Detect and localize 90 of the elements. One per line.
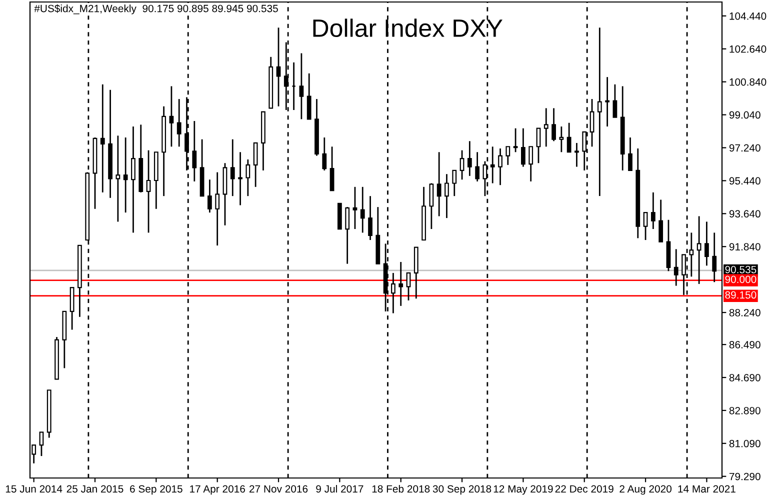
- candlestick: [559, 126, 564, 153]
- candlestick: [360, 186, 365, 234]
- y-tick-label: 93.640: [729, 210, 760, 218]
- x-tick-label: 12 May 2019: [494, 485, 553, 495]
- y-tick-label: 104.440: [730, 12, 766, 20]
- y-tick-label: 100.840: [730, 78, 766, 86]
- candlestick: [100, 84, 105, 194]
- candlestick: [330, 146, 334, 192]
- x-tick-label: 14 Mar 2021: [678, 485, 736, 493]
- candlestick: [207, 178, 212, 214]
- candlestick: [169, 86, 174, 148]
- candlestick: [628, 136, 632, 172]
- candlestick: [696, 216, 702, 285]
- candlestick: [544, 107, 548, 148]
- y-tick-label: 86.490: [729, 341, 760, 348]
- y-tick-label: 97.240: [729, 144, 760, 152]
- y-tick-label: 102.640: [730, 45, 766, 53]
- x-tick-label: 25 Jan 2015: [66, 485, 124, 493]
- y-tick-label: 91.840: [729, 243, 760, 250]
- candlestick: [605, 76, 610, 128]
- x-tick-label: 6 Sep 2015: [130, 485, 182, 495]
- candlestick: [521, 128, 526, 168]
- x-tick-label: 22 Dec 2019: [555, 485, 614, 493]
- candlestick: [123, 136, 128, 214]
- candlestick: [39, 432, 44, 457]
- candlestick: [643, 212, 648, 241]
- candlestick: [322, 136, 327, 172]
- candlestick: [552, 107, 556, 142]
- annotation: #US$idx_M21,Weekly 90.175 90.895 89.945 90.535: [34, 4, 278, 14]
- x-tick-label: 17 Apr 2016: [190, 485, 245, 495]
- text: Dollar Index DXY: [313, 18, 502, 38]
- candlestick: [238, 151, 242, 206]
- ref-line-label: 89.150: [725, 291, 756, 299]
- candlestick: [528, 146, 534, 182]
- x-tick-label: 27 Nov 2016: [250, 485, 308, 493]
- candlestick: [215, 172, 220, 246]
- candlestick: [658, 199, 664, 243]
- x-tick-label: 18 Feb 2018: [372, 484, 430, 493]
- candlestick: [306, 72, 312, 120]
- candlestick: [276, 26, 281, 108]
- candlestick: [704, 220, 709, 266]
- candlestick: [452, 170, 457, 197]
- y-tick-label: 79.290: [729, 472, 760, 480]
- candlestick: [391, 272, 396, 314]
- candlestick: [368, 195, 372, 241]
- candlestick: [146, 150, 151, 234]
- candlestick: [536, 128, 541, 164]
- candlestick: [674, 248, 678, 286]
- candlestick: [513, 128, 518, 153]
- candlestick: [612, 84, 618, 118]
- y-tick-label: 88.240: [729, 309, 760, 316]
- candlestick: [574, 142, 579, 168]
- candlestick: [116, 134, 120, 222]
- candlestick: [70, 286, 74, 330]
- x-tick-label: 2 Aug 2020: [620, 485, 672, 495]
- candlestick: [444, 173, 449, 219]
- candlestick: [467, 140, 472, 177]
- candlestick: [299, 52, 304, 120]
- candlestick: [131, 126, 136, 234]
- y-tick-label: 84.690: [729, 374, 760, 382]
- ref-line-label: 90.535: [725, 266, 756, 274]
- candlestick: [429, 182, 434, 230]
- candlestick: [475, 151, 480, 182]
- candlestick: [566, 122, 572, 153]
- candlestick: [597, 26, 602, 197]
- candlestick: [246, 158, 250, 197]
- x-tick-label: 30 Sep 2018: [432, 485, 492, 495]
- candlestick: [498, 148, 502, 186]
- y-tick-label: 99.040: [729, 111, 760, 119]
- candlestick: [590, 98, 594, 148]
- candlestick: [490, 146, 495, 184]
- candlestick: [712, 232, 717, 283]
- y-tick-label: 95.440: [729, 177, 760, 185]
- x-tick-label: 9 Jul 2017: [316, 484, 364, 493]
- y-tick-label: 82.890: [729, 406, 760, 414]
- candlestick: [352, 186, 358, 230]
- candlestick: [192, 120, 197, 182]
- candlestick: [650, 192, 656, 230]
- candlestick: [406, 272, 411, 302]
- candlestick: [506, 146, 510, 166]
- candlestick: [176, 98, 182, 148]
- ref-line-label: 90.000: [725, 276, 756, 284]
- candlestick: [398, 261, 404, 307]
- x-tick-label: 15 Jun 2014: [6, 485, 62, 493]
- candlestick: [436, 151, 442, 217]
- y-tick-label: 81.090: [729, 440, 760, 448]
- candlestick: [230, 138, 235, 197]
- candlestick: [345, 206, 350, 264]
- candlestick: [253, 142, 258, 188]
- candlestick: [460, 150, 464, 180]
